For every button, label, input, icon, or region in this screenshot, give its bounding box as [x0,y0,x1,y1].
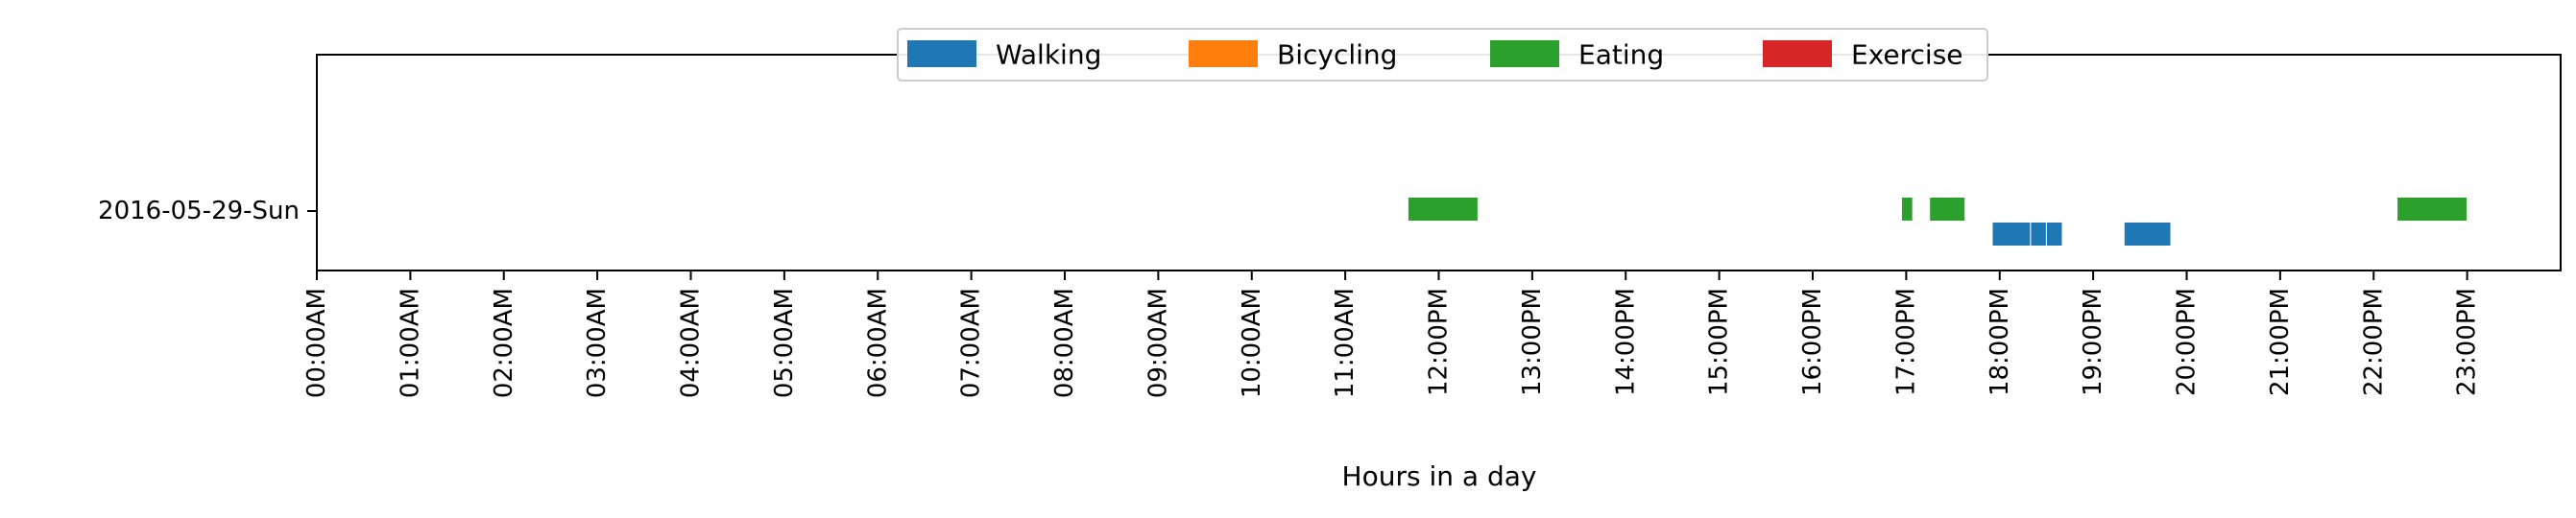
walking-bar [1991,222,2032,247]
x-axis-label: Hours in a day [1342,460,1537,492]
x-tick-label: 16:00PM [1798,288,1827,396]
x-tick-label: 19:00PM [2079,288,2107,396]
x-tick-label: 21:00PM [2266,288,2295,396]
x-tick-label: 15:00PM [1705,288,1734,396]
x-tick-label: 11:00AM [1331,288,1360,398]
x-tick-label: 06:00AM [863,288,892,398]
eating-bar [1407,197,1479,222]
x-tick-label: 05:00AM [770,288,799,398]
legend: Walking Bicycling Eating Exercise [897,28,1988,82]
x-tick-label: 14:00PM [1611,288,1640,396]
x-tick-label: 22:00PM [2359,288,2388,396]
x-tick-label: 01:00AM [396,288,424,398]
chart-marks [1407,197,2468,247]
legend-swatch-exercise [1763,40,1832,67]
walking-bar [2123,222,2172,247]
legend-label-eating: Eating [1578,39,1664,71]
legend-label-bicycling: Bicycling [1277,39,1397,71]
legend-label-exercise: Exercise [1851,39,1963,71]
walking-bar [2030,222,2047,247]
legend-frame [897,28,1988,82]
x-tick-label: 13:00PM [1518,288,1547,396]
legend-swatch-walking [907,40,976,67]
walking-bar [2045,222,2063,247]
legend-label-walking: Walking [996,39,1101,71]
x-tick-label: 17:00PM [1891,288,1920,396]
plot-frame [316,54,2562,271]
x-tick-label: 07:00AM [957,288,986,398]
x-tick-label: 08:00AM [1050,288,1079,398]
x-tick-label: 03:00AM [583,288,612,398]
eating-bar [1929,197,1966,222]
x-tick-label: 04:00AM [677,288,706,398]
x-tick-label: 18:00PM [1986,288,2014,396]
eating-bar [1901,197,1914,222]
x-tick-label: 09:00AM [1144,288,1172,398]
y-tick-label: 2016-05-29-Sun [98,197,300,225]
x-tick-label: 02:00AM [490,288,518,398]
y-axis: 2016-05-29-Sun [98,197,317,225]
x-tick-label: 23:00PM [2453,288,2482,396]
x-tick-label: 12:00PM [1425,288,1454,396]
x-axis: 00:00AM 01:00AM 02:00AM 03:00AM 04:00AM 05:00… [302,271,2482,398]
x-tick-label: 00:00AM [302,288,331,398]
x-tick-label: 20:00PM [2173,288,2202,396]
eating-bar [2396,197,2468,222]
x-tick-label: 10:00AM [1238,288,1266,398]
legend-swatch-bicycling [1189,40,1258,67]
legend-swatch-eating [1490,40,1559,67]
